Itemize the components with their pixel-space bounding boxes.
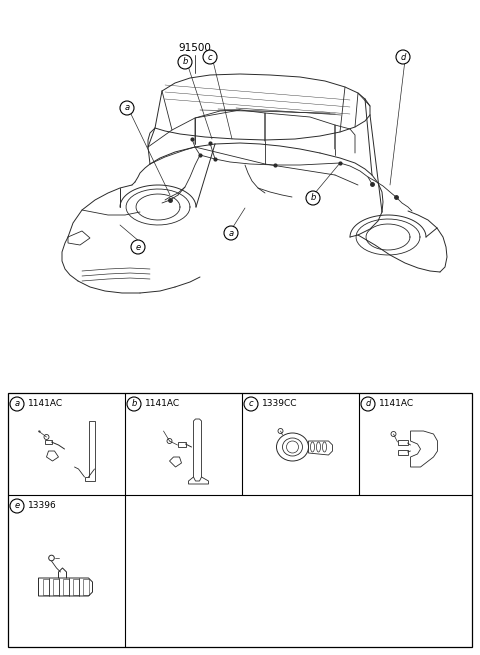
Bar [43, 579, 48, 595]
Text: 91500: 91500 [179, 43, 211, 53]
Text: b: b [182, 58, 188, 67]
Bar [52, 579, 59, 595]
Circle shape [131, 240, 145, 254]
Text: b: b [310, 193, 316, 202]
Text: 1141AC: 1141AC [145, 400, 180, 409]
Circle shape [224, 226, 238, 240]
Bar [72, 579, 79, 595]
Text: e: e [135, 242, 141, 252]
Circle shape [178, 55, 192, 69]
Bar [83, 579, 88, 595]
Text: 1141AC: 1141AC [379, 400, 414, 409]
Text: a: a [228, 229, 234, 238]
Text: c: c [249, 400, 253, 409]
Circle shape [306, 191, 320, 205]
Text: e: e [14, 502, 20, 510]
Circle shape [203, 50, 217, 64]
Text: c: c [208, 52, 212, 62]
Text: a: a [14, 400, 20, 409]
Bar [8, 393, 472, 647]
Text: b: b [132, 400, 137, 409]
Text: d: d [365, 400, 371, 409]
Text: d: d [400, 52, 406, 62]
Circle shape [396, 50, 410, 64]
Circle shape [120, 101, 134, 115]
Text: 13396: 13396 [28, 502, 57, 510]
Circle shape [361, 397, 375, 411]
Text: 1141AC: 1141AC [28, 400, 63, 409]
Circle shape [10, 499, 24, 513]
Circle shape [10, 397, 24, 411]
Text: 1339CC: 1339CC [262, 400, 298, 409]
Bar [62, 579, 69, 595]
Text: a: a [124, 103, 130, 113]
Circle shape [127, 397, 141, 411]
Circle shape [244, 397, 258, 411]
